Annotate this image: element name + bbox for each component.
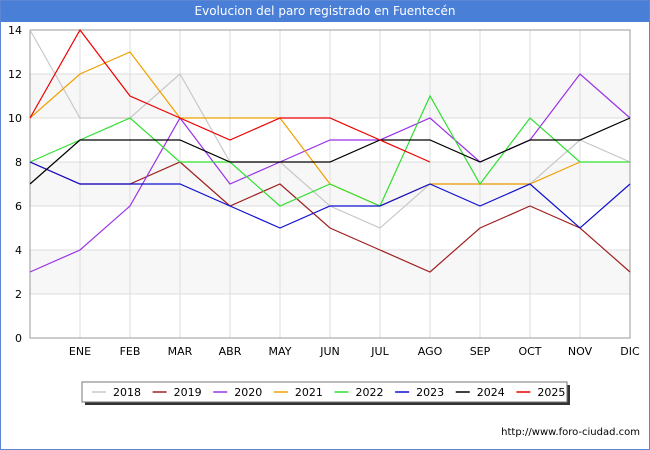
x-tick-label: NOV	[568, 345, 593, 358]
x-tick-label: MAR	[168, 345, 193, 358]
y-tick-label: 12	[8, 68, 22, 81]
x-tick-label: JUN	[319, 345, 340, 358]
y-tick-label: 14	[8, 24, 22, 37]
y-tick-label: 8	[15, 156, 22, 169]
x-tick-label: SEP	[470, 345, 491, 358]
x-tick-label: JUL	[370, 345, 389, 358]
legend-label-2020: 2020	[234, 386, 262, 399]
legend-label-2022: 2022	[356, 386, 384, 399]
legend-label-2023: 2023	[416, 386, 444, 399]
legend-label-2025: 2025	[537, 386, 565, 399]
legend-label-2021: 2021	[295, 386, 323, 399]
x-tick-label: OCT	[518, 345, 541, 358]
series-line-2022	[29, 94, 630, 207]
chart-title: Evolucion del paro registrado en Fuentec…	[0, 0, 650, 22]
tick-labels: 0 2 4 6 8 10 12 14 ENE FEB MAR ABR MAY JUN JUL AGO SEP OC…	[8, 24, 640, 358]
legend-box	[81, 381, 568, 403]
legend-label-2019: 2019	[174, 386, 202, 399]
x-tick-label: DIC	[620, 345, 640, 358]
legend-label-2024: 2024	[477, 386, 505, 399]
source-footer: http://www.foro-ciudad.com	[501, 427, 640, 438]
legend-label-2018: 2018	[113, 386, 141, 399]
y-tick-label: 2	[15, 288, 22, 301]
series-lines	[29, 28, 631, 273]
x-tick-label: AGO	[418, 345, 443, 358]
x-tick-label: ENE	[69, 345, 91, 358]
y-tick-label: 0	[15, 332, 22, 345]
x-tick-label: MAY	[269, 345, 292, 358]
series-line-2021	[29, 51, 581, 207]
y-tick-label: 6	[15, 200, 22, 213]
series-line-2024	[29, 117, 631, 185]
x-tick-label: FEB	[120, 345, 141, 358]
x-tick-label: ABR	[219, 345, 242, 358]
y-tick-label: 4	[15, 244, 22, 257]
series-line-2025	[29, 28, 431, 163]
y-tick-label: 10	[8, 112, 22, 125]
legend: 2018 2019 2020 2021 2022 2023 2024 2025	[81, 381, 570, 405]
series-line-2023	[29, 161, 631, 229]
